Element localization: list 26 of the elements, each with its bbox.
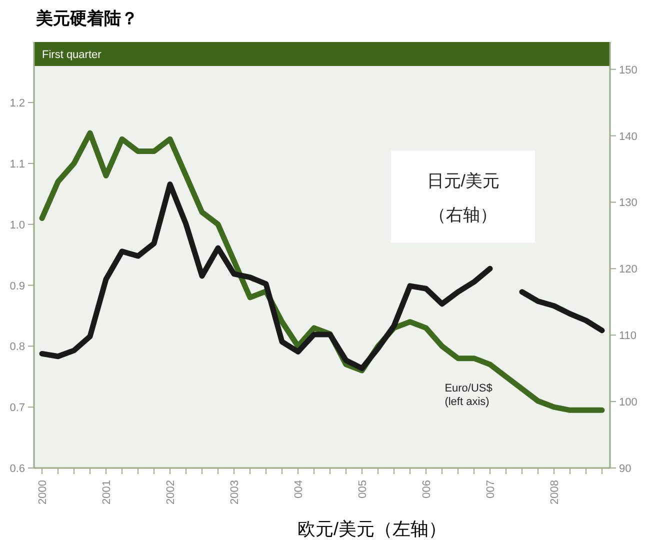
x-tick-label: 2000 [37, 480, 49, 504]
x-tick-label: 2003 [229, 480, 241, 504]
y2-tick-label: 120 [619, 264, 638, 276]
y2-tick-label: 130 [619, 197, 638, 210]
y2-tick-label: 100 [619, 396, 638, 409]
x-tick-label: 004 [293, 480, 305, 498]
y2-tick-label: 110 [619, 330, 637, 342]
title: 美元硬着陆？ [36, 9, 138, 28]
y-tick-label: 0.6 [10, 463, 25, 475]
y-tick-label: 1.0 [10, 219, 25, 232]
y2-tick-label: 140 [619, 130, 638, 143]
x-tick-label: 005 [357, 480, 369, 498]
y-tick-label: 0.8 [10, 341, 25, 354]
y-tick-label: 0.9 [10, 280, 25, 292]
x-tick-label: 006 [421, 480, 433, 498]
x-tick-label: 2001 [101, 480, 113, 504]
y-tick-label: 1.1 [10, 158, 25, 170]
x-tick-label: 007 [485, 480, 497, 498]
text: First quarter [42, 49, 102, 61]
x-tick-label: 2002 [165, 480, 177, 504]
y2-tick-label: 150 [619, 64, 638, 76]
x-tick-label: 2008 [549, 480, 561, 504]
y2-tick-label: 90 [619, 463, 632, 475]
y-tick-label: 0.7 [10, 402, 25, 414]
y-tick-label: 1.2 [10, 98, 25, 110]
text: 欧元/美元（左轴） [297, 519, 447, 539]
